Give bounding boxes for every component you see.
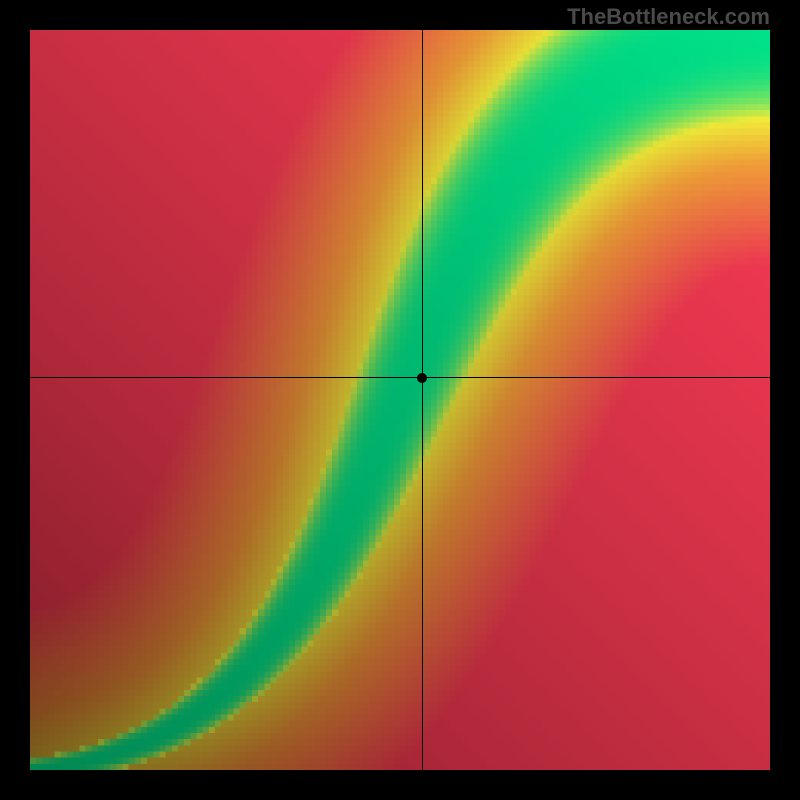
chart-container: TheBottleneck.com: [0, 0, 800, 800]
watermark-text: TheBottleneck.com: [567, 4, 770, 30]
crosshair-marker: [417, 373, 427, 383]
crosshair-horizontal: [30, 377, 770, 378]
bottleneck-heatmap: [30, 30, 770, 770]
crosshair-vertical: [422, 30, 423, 770]
